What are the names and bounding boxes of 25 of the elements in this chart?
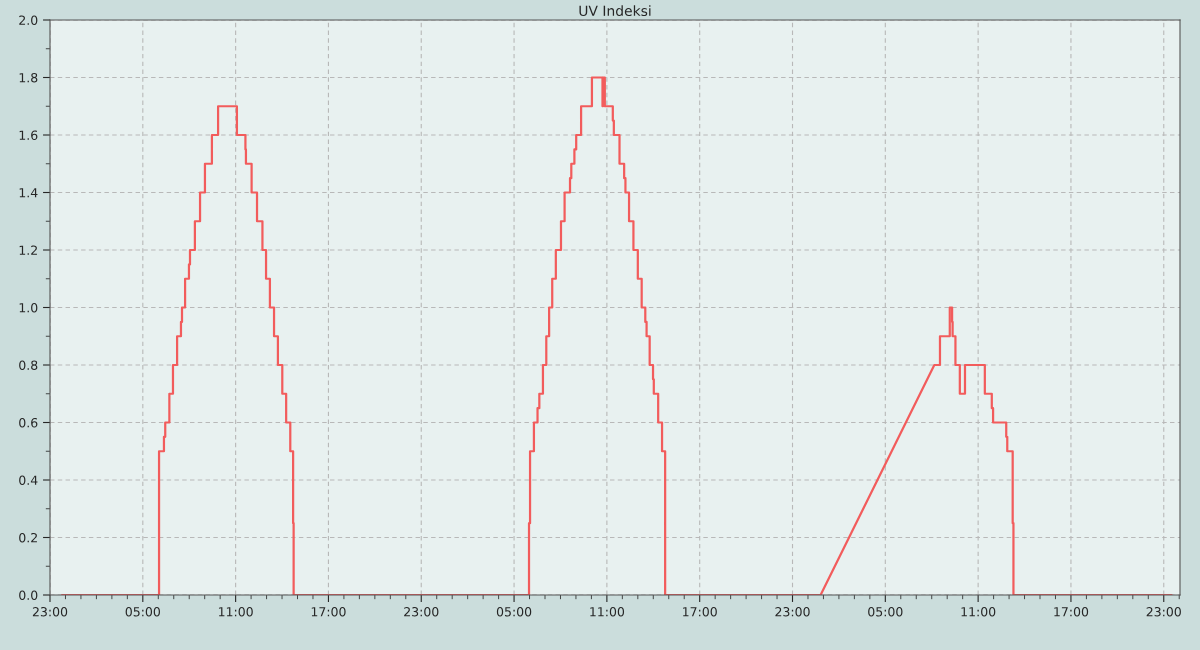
x-tick-label: 23:00 <box>32 607 68 617</box>
x-tick-label: 23:00 <box>775 607 810 617</box>
x-tick-label: 11:00 <box>218 607 253 617</box>
y-tick-label: 0.0 <box>19 590 38 600</box>
y-tick-label: 0.8 <box>19 360 38 370</box>
y-tick-label: 2.0 <box>19 15 38 25</box>
y-tick-label: 1.4 <box>19 188 38 198</box>
x-tick-label: 23:00 <box>1146 607 1181 617</box>
y-tick-label: 0.4 <box>19 475 38 485</box>
x-tick-label: 17:00 <box>311 607 346 617</box>
chart-title: UV Indeksi <box>579 5 651 17</box>
x-tick-label: 23:00 <box>404 607 439 617</box>
y-tick-label: 1.8 <box>19 72 38 83</box>
x-tick-label: 11:00 <box>590 607 625 617</box>
x-tick-label: 17:00 <box>1054 607 1089 617</box>
x-tick-label: 11:00 <box>961 607 996 617</box>
x-tick-label: 05:00 <box>125 607 160 617</box>
y-tick-label: 1.0 <box>19 302 38 313</box>
y-tick-label: 0.6 <box>19 417 38 428</box>
x-tick-label: 05:00 <box>868 607 903 617</box>
x-tick-label: 17:00 <box>683 607 717 617</box>
x-tick-label: 05:00 <box>496 607 532 617</box>
y-tick-label: 1.6 <box>19 130 38 140</box>
y-tick-label: 0.2 <box>19 532 37 543</box>
y-tick-label: 1.2 <box>19 245 37 255</box>
